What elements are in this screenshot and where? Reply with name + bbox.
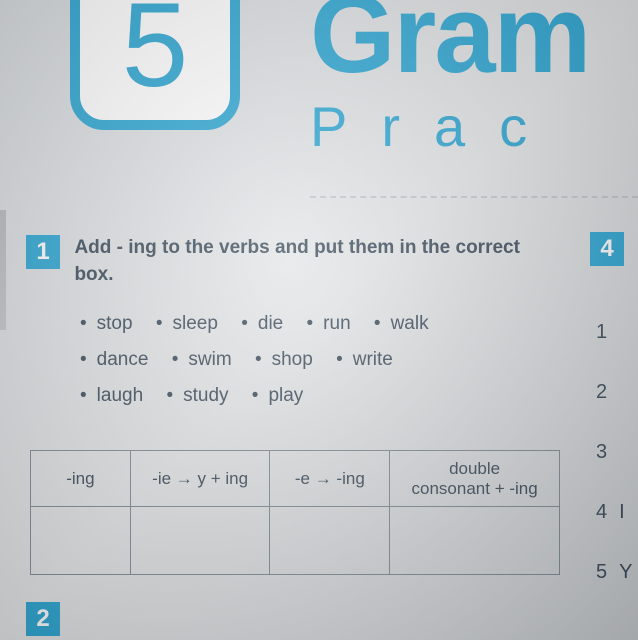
dashed-rule — [310, 196, 638, 198]
margin-number: 2 — [596, 381, 607, 404]
title-sub: Prac — [310, 94, 638, 159]
word: sleep — [173, 313, 218, 334]
col-header-ie-y-ing: -ie → y + ing — [130, 451, 270, 507]
word: play — [268, 385, 303, 406]
answer-cell-double-consonant[interactable] — [390, 507, 560, 575]
page-fold-shadow — [0, 210, 6, 330]
word-row-3: •laugh •study •play — [80, 378, 568, 414]
title-main: Gram — [310, 0, 638, 90]
answer-cell-e-ing[interactable] — [270, 507, 390, 575]
exercise-2-number: 2 — [26, 602, 60, 636]
margin-item: 2 — [582, 362, 630, 422]
table-answer-row — [31, 507, 560, 575]
unit-number: 5 — [122, 0, 189, 114]
col-header-double-consonant: double consonant + -ing — [390, 451, 560, 507]
margin-number: 5 — [596, 561, 607, 584]
unit-badge: 5 — [70, 0, 240, 130]
word: study — [183, 385, 228, 406]
word: walk — [391, 313, 429, 334]
margin-number: 3 — [596, 441, 607, 464]
margin-number: 4 — [596, 501, 607, 524]
exercise-1: 1 Add - ing to the verbs and put them in… — [26, 235, 568, 414]
word: shop — [272, 349, 313, 370]
word: write — [353, 349, 393, 370]
answer-cell-ie-y-ing[interactable] — [130, 507, 270, 575]
word: run — [323, 313, 350, 334]
margin-item: 4I — [582, 482, 630, 542]
word: dance — [97, 349, 149, 370]
col-header-line2: consonant + -ing — [398, 479, 551, 499]
right-margin-column: 4 1 2 3 4I 5Y — [582, 232, 630, 602]
margin-item: 3 — [582, 422, 630, 482]
title-block: Gram Prac — [310, 0, 638, 159]
answer-cell-ing[interactable] — [31, 507, 131, 575]
exercise-2: 2 Put the verbs in brackets in the prese… — [26, 602, 568, 640]
margin-letter: I — [619, 501, 625, 524]
margin-item: 1 — [582, 302, 630, 362]
word: laugh — [97, 385, 144, 406]
spelling-table: -ing -ie → y + ing -e → -ing double cons… — [30, 450, 560, 575]
col-header-line1: double — [398, 459, 551, 479]
exercise-1-number: 1 — [26, 235, 60, 269]
word: die — [258, 313, 283, 334]
word-row-1: •stop •sleep •die •run •walk — [80, 306, 568, 342]
exercise-1-instruction: Add - ing to the verbs and put them in t… — [74, 235, 554, 288]
margin-number: 1 — [596, 321, 607, 344]
col-header-ing: -ing — [31, 451, 131, 507]
word-bank: •stop •sleep •die •run •walk •dance •swi… — [80, 306, 568, 414]
word-row-2: •dance •swim •shop •write — [80, 342, 568, 378]
exercise-2-instruction: Put the verbs in brackets in the present — [26, 636, 526, 640]
word: stop — [97, 313, 133, 334]
worksheet-page: 5 Gram Prac 1 Add - ing to the verbs and… — [0, 0, 638, 640]
exercise-4-number: 4 — [590, 232, 624, 266]
table-header-row: -ing -ie → y + ing -e → -ing double cons… — [31, 451, 560, 507]
word: swim — [188, 349, 231, 370]
col-header-e-ing: -e → -ing — [270, 451, 390, 507]
margin-letter: Y — [619, 561, 632, 584]
margin-item: 5Y — [582, 542, 630, 602]
